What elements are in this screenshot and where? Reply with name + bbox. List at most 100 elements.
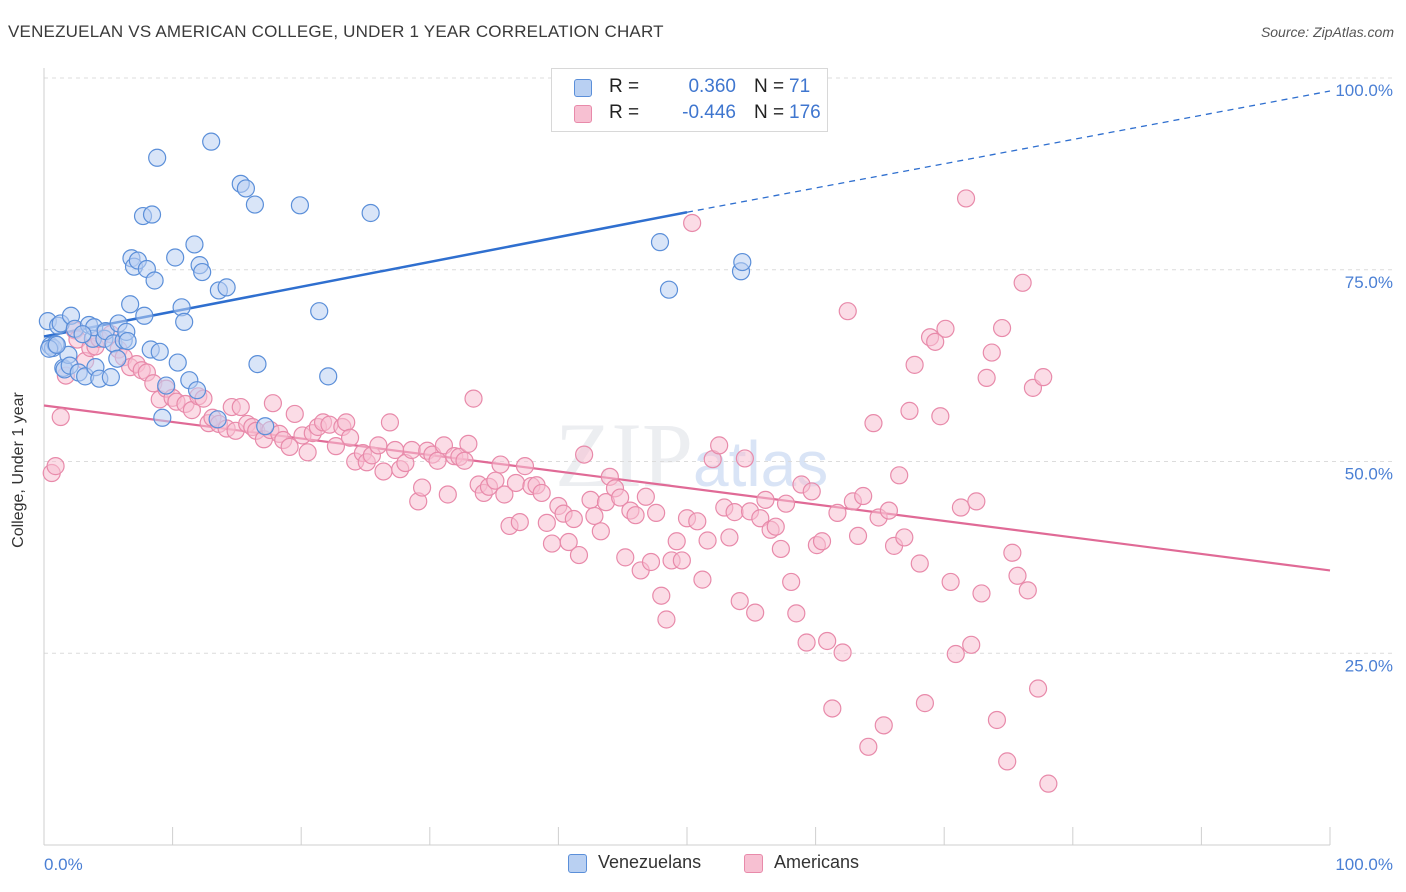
american-point — [890, 466, 909, 485]
american-point — [564, 509, 583, 529]
american-point — [647, 503, 666, 522]
americans-label: Americans — [774, 852, 860, 872]
american-point — [591, 522, 610, 541]
american-point — [756, 490, 775, 509]
american-point — [611, 488, 630, 507]
american-point — [380, 413, 400, 432]
american-point — [848, 526, 868, 545]
venezuelan-point — [175, 312, 194, 332]
y-tick-label: 75.0% — [1345, 273, 1393, 292]
venezuelan-point — [145, 271, 164, 290]
american-point — [1034, 368, 1053, 387]
venezuelan-point — [202, 132, 221, 151]
venezuelan-point — [121, 295, 140, 314]
american-point — [987, 710, 1007, 730]
source-credit: Source: ZipAtlas.com — [1260, 24, 1394, 40]
trend-lines — [43, 90, 1331, 572]
american-point — [946, 644, 965, 664]
american-point — [657, 610, 676, 629]
venezuelan-point — [142, 205, 162, 224]
venezuelans-label: Venezuelans — [598, 852, 702, 872]
american-point — [854, 486, 873, 506]
american-point — [926, 332, 945, 351]
american-point — [51, 407, 70, 427]
american-point — [900, 401, 919, 420]
venezuelan-point — [118, 331, 137, 351]
american-point — [693, 570, 712, 589]
venezuelan-point — [187, 381, 207, 400]
venezuelan-point — [208, 410, 227, 429]
american-point — [428, 451, 447, 470]
american-point — [982, 343, 1001, 362]
venezuelan-swatch — [574, 79, 592, 97]
american-point — [652, 586, 671, 605]
r-label: R = — [609, 102, 640, 123]
american-point — [438, 485, 457, 504]
american-point — [532, 483, 551, 503]
american-swatch — [574, 105, 592, 123]
tick-labels: 25.0% 50.0% 75.0% 100.0% 0.0% 100.0% — [44, 81, 1393, 874]
american-point — [506, 473, 526, 493]
y-tick-label: 100.0% — [1335, 81, 1393, 100]
american-point — [951, 498, 971, 517]
venezuelan-point — [310, 302, 329, 321]
american-point — [725, 503, 744, 522]
american-point — [915, 694, 935, 713]
american-point — [874, 716, 893, 735]
n-label: N = — [754, 76, 785, 97]
american-point — [280, 437, 299, 457]
correlation-legend: R = 0.360 N = 71 R = -0.446 N = 176 — [551, 68, 828, 132]
american-point — [941, 572, 960, 592]
american-point — [833, 643, 852, 662]
y-tick-label: 50.0% — [1345, 465, 1393, 484]
american-point — [581, 490, 600, 509]
american-point — [720, 528, 739, 547]
american-point — [510, 512, 529, 532]
american-point — [569, 545, 589, 565]
x-tick-label: 100.0% — [1335, 855, 1393, 874]
venezuelan-point — [236, 179, 256, 198]
x-tick-label: 0.0% — [44, 855, 83, 874]
american-point — [1018, 581, 1037, 600]
american-point — [751, 509, 770, 528]
american-point — [864, 414, 883, 433]
american-point — [771, 539, 790, 559]
gridlines — [44, 77, 1392, 654]
american-point — [616, 548, 635, 567]
venezuelan-point — [101, 368, 120, 387]
venezuelan-point — [319, 367, 338, 386]
venezuelan-point — [733, 252, 752, 272]
venezuelan-point — [73, 325, 92, 344]
american-point — [374, 462, 393, 481]
venezuelan-points — [38, 132, 752, 436]
venezuelan-point — [659, 280, 679, 299]
venezuelan-point — [650, 233, 670, 252]
american-point — [667, 532, 686, 551]
american-point — [802, 482, 821, 501]
american-point — [231, 397, 250, 417]
american-point — [402, 440, 421, 460]
american-point — [782, 572, 801, 592]
american-point — [998, 752, 1017, 771]
american-point — [730, 591, 749, 611]
american-point — [972, 584, 991, 603]
american-point — [495, 485, 514, 504]
chart-title: VENEZUELAN VS AMERICAN COLLEGE, UNDER 1 … — [8, 22, 664, 41]
venezuelan-point — [47, 335, 66, 355]
y-tick-label: 25.0% — [1345, 656, 1393, 675]
american-point — [369, 436, 388, 455]
american-point — [491, 455, 510, 474]
n-label: N = — [754, 102, 785, 123]
american-point — [641, 552, 661, 572]
venezuelan-point — [361, 203, 380, 223]
american-point — [823, 699, 842, 718]
american-point — [263, 394, 283, 413]
american-point — [1008, 566, 1027, 585]
american-point — [683, 213, 702, 233]
american-point — [285, 404, 304, 424]
american-point — [515, 457, 535, 476]
american-point — [735, 449, 754, 468]
american-point — [688, 512, 707, 531]
american-point — [879, 501, 899, 520]
